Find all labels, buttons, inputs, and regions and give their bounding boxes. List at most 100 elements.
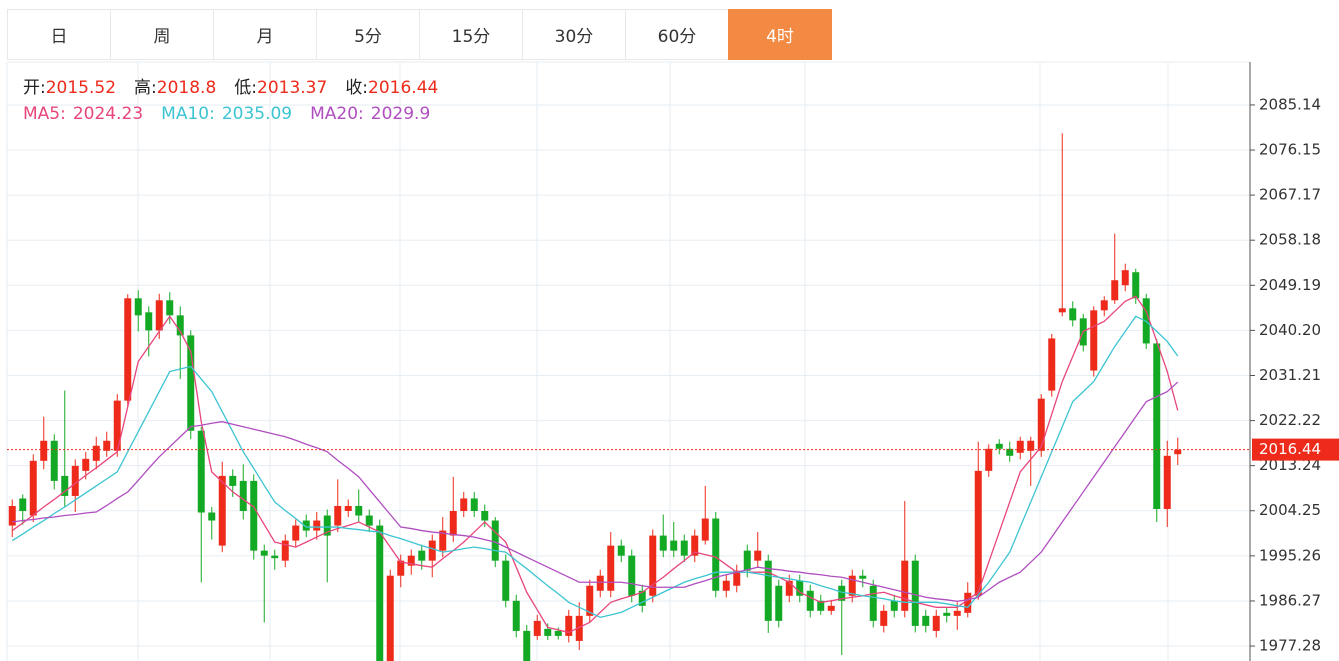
candle-body	[460, 498, 468, 511]
ohlc-label: 收:	[345, 78, 369, 98]
candle-body	[71, 465, 79, 496]
candle-body	[848, 575, 856, 596]
candle-body	[124, 298, 132, 401]
candle-body	[754, 550, 762, 561]
info-panel: 开:2015.52 高:2018.8 低:2013.37 收:2016.44 MA5: 2…	[23, 75, 438, 127]
candle-body	[1027, 440, 1035, 451]
candle-body	[806, 590, 814, 611]
y-tick-label: 2049.19	[1259, 276, 1321, 294]
candle-body	[271, 555, 279, 559]
candle-body	[869, 585, 877, 621]
candle-body	[50, 440, 58, 481]
y-tick-label: 2013.24	[1259, 456, 1321, 474]
candle-body	[502, 560, 510, 601]
period-tab[interactable]: 30分	[522, 9, 626, 60]
candle-body	[838, 585, 846, 601]
candle-body	[1163, 455, 1171, 509]
y-tick-label: 2040.20	[1259, 321, 1321, 339]
candle-body	[197, 430, 205, 513]
candle-body	[523, 630, 531, 661]
candle-body	[1058, 308, 1066, 313]
candle-body	[407, 555, 415, 566]
period-tab[interactable]: 4时	[728, 9, 832, 60]
candle-body	[733, 570, 741, 586]
ohlc-label: 开:	[23, 78, 46, 98]
candle-body	[218, 475, 226, 546]
ma-row: MA5: 2024.23 MA10: 2035.09 MA20: 2029.9	[23, 101, 438, 127]
candle-body	[817, 600, 825, 611]
candle-body	[61, 475, 69, 496]
legend-value: 2035.09	[221, 104, 293, 124]
candle-body	[974, 470, 982, 596]
candle-body	[281, 540, 289, 561]
candle-body	[617, 545, 625, 556]
candle-body	[166, 300, 174, 316]
grid	[7, 104, 1250, 647]
candle-body	[628, 555, 636, 596]
y-tick-label: 2067.17	[1259, 186, 1321, 204]
period-tab[interactable]: 周	[110, 9, 214, 60]
candle-body	[764, 560, 772, 621]
y-tick-label: 2022.22	[1259, 411, 1321, 429]
candle-body	[229, 475, 237, 486]
candle-body	[743, 550, 751, 571]
candle-body	[481, 510, 489, 521]
period-tab[interactable]: 60分	[625, 9, 729, 60]
candle-body	[449, 510, 457, 536]
y-tick-label: 2004.25	[1259, 501, 1321, 519]
candle-body	[565, 615, 573, 636]
candle-body	[575, 615, 583, 641]
candle-body	[355, 505, 363, 516]
legend-value: 2029.9	[370, 104, 431, 124]
candle-body	[397, 560, 405, 576]
y-tick-label: 1995.26	[1259, 546, 1321, 564]
candle-body	[1006, 448, 1014, 456]
candle-body	[250, 480, 258, 551]
candle-body	[827, 605, 835, 611]
candle-body	[932, 615, 940, 631]
ohlc-value: 2016.44	[368, 78, 439, 98]
candle-body	[376, 525, 384, 661]
candle-body	[19, 498, 27, 511]
candle-body	[8, 505, 16, 526]
period-tabs: 日周月 5分 15分 30分 60分 4时	[7, 9, 832, 60]
last-price-label: 2016.44	[1259, 440, 1321, 458]
candle-body	[775, 585, 783, 621]
candle-body	[649, 535, 657, 596]
ohlc-label: 高:	[134, 78, 157, 98]
candle-body	[92, 445, 100, 461]
candle-body	[187, 335, 195, 431]
period-tab[interactable]: 15分	[419, 9, 523, 60]
candle-body	[785, 580, 793, 596]
candle-body	[82, 458, 90, 471]
ohlc-value: 2018.8	[156, 78, 217, 98]
candle-body	[701, 518, 709, 541]
candle-body	[722, 580, 730, 591]
legend-label: MA10:	[161, 104, 215, 124]
candle-body	[1100, 300, 1108, 311]
candle-body	[302, 520, 310, 531]
candle-body	[890, 600, 898, 611]
period-tab[interactable]: 日	[7, 9, 111, 60]
candle-body	[544, 628, 552, 636]
candle-body	[911, 560, 919, 626]
ohlc-value: 2015.52	[45, 78, 117, 98]
candle-body	[239, 480, 247, 511]
period-tab[interactable]: 5分	[316, 9, 420, 60]
ohlc-label: 低:	[234, 78, 257, 98]
candle-body	[113, 400, 121, 451]
candle-body	[418, 550, 426, 561]
period-tab[interactable]: 月	[213, 9, 317, 60]
candle-body	[260, 550, 268, 556]
last-price-box	[1252, 438, 1339, 461]
y-tick-label: 1977.28	[1259, 637, 1321, 655]
plot	[7, 133, 1250, 661]
candle-body	[334, 505, 342, 526]
candle-body	[586, 585, 594, 616]
candle-body	[670, 540, 678, 551]
candle-body	[859, 575, 867, 579]
candle-body	[386, 575, 394, 661]
candle-body	[712, 518, 720, 591]
y-tick-label: 2058.18	[1259, 231, 1321, 249]
